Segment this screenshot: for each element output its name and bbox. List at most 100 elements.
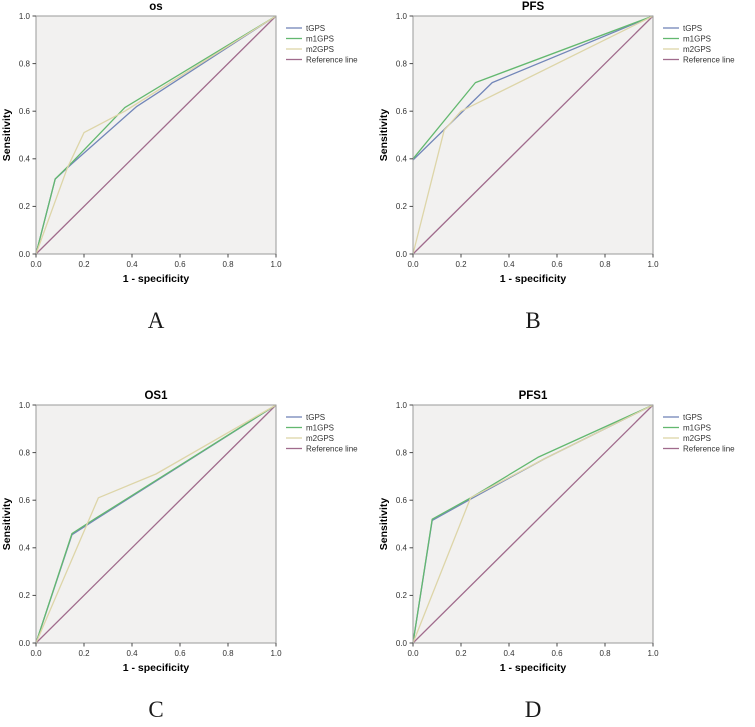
x-tick-label: 0.2 bbox=[78, 649, 90, 658]
y-tick-label: 0.4 bbox=[19, 155, 31, 164]
x-tick-label: 1.0 bbox=[270, 649, 282, 658]
series-line-reference-line bbox=[412, 404, 654, 644]
roc-chart-pfs1: PFS1 0.0 0.2 0.4 0.6 0.8 1.0 0.0 0.2 0.4 0.6 0.8 1.0… bbox=[377, 389, 754, 691]
roc-chart-os: os 0.0 0.2 0.4 0.6 0.8 1.0 0.0 0.2 0.4 0.6 0.8 1.0 1 … bbox=[0, 0, 377, 302]
panel-letter-c: C bbox=[148, 697, 164, 722]
legend-label-reference-line: Reference line bbox=[306, 445, 358, 454]
y-tick-label: 1.0 bbox=[396, 12, 408, 21]
x-tick-label: 0.6 bbox=[551, 649, 563, 658]
plot-frame bbox=[35, 404, 277, 644]
x-tick-label: 0.4 bbox=[126, 649, 138, 658]
series-line-m1gps bbox=[35, 15, 277, 255]
roc-chart-svg: PFS 0.0 0.2 0.4 0.6 0.8 1.0 0.0 0.2 0.4 0.6 0.8 1.0 1… bbox=[378, 1, 735, 285]
x-tick-label: 0.6 bbox=[174, 260, 186, 269]
y-tick-label: 0.2 bbox=[19, 591, 31, 600]
legend-label-m1gps: m1GPS bbox=[683, 424, 711, 433]
roc-chart-pfs: PFS 0.0 0.2 0.4 0.6 0.8 1.0 0.0 0.2 0.4 0.6 0.8 1.0 1… bbox=[377, 0, 754, 302]
series-line-tgps bbox=[412, 15, 654, 161]
series-line-m2gps bbox=[412, 404, 654, 644]
legend-label-tgps: tGPS bbox=[306, 413, 325, 422]
panel-os1: OS1 0.0 0.2 0.4 0.6 0.8 1.0 0.0 0.2 0.4 0.6 0.8 1.0 1… bbox=[0, 363, 377, 727]
y-tick-label: 0.0 bbox=[19, 639, 31, 648]
y-tick-label: 1.0 bbox=[19, 401, 31, 410]
y-tick-label: 0.0 bbox=[396, 639, 408, 648]
x-tick-label: 0.2 bbox=[455, 649, 467, 658]
plot-frame bbox=[412, 404, 654, 644]
y-axis-label: Sensitivity bbox=[378, 109, 390, 162]
panel-pfs1: PFS1 0.0 0.2 0.4 0.6 0.8 1.0 0.0 0.2 0.4 0.6 0.8 1.0… bbox=[377, 363, 755, 727]
x-axis-label: 1 - specificity bbox=[500, 273, 567, 285]
x-tick-label: 0.4 bbox=[126, 260, 138, 269]
x-tick-label: 0.6 bbox=[174, 649, 186, 658]
y-axis-label: Sensitivity bbox=[1, 109, 13, 162]
y-axis-label: Sensitivity bbox=[378, 498, 390, 551]
x-tick-label: 0.8 bbox=[222, 260, 234, 269]
legend-label-tgps: tGPS bbox=[306, 24, 325, 33]
x-tick-label: 0.8 bbox=[599, 260, 611, 269]
panel-pfs: PFS 0.0 0.2 0.4 0.6 0.8 1.0 0.0 0.2 0.4 0.6 0.8 1.0 1… bbox=[377, 0, 755, 363]
legend-label-m2gps: m2GPS bbox=[306, 434, 334, 443]
panel-letter-a: A bbox=[147, 308, 165, 333]
x-tick-label: 0.0 bbox=[407, 649, 419, 658]
x-tick-label: 1.0 bbox=[647, 260, 659, 269]
panel-letter-b: B bbox=[525, 308, 541, 333]
legend-label-tgps: tGPS bbox=[683, 24, 702, 33]
x-tick-label: 0.0 bbox=[407, 260, 419, 269]
y-tick-label: 0.8 bbox=[396, 59, 408, 68]
legend-label-reference-line: Reference line bbox=[683, 445, 735, 454]
legend-label-reference-line: Reference line bbox=[306, 56, 358, 65]
x-tick-label: 0.0 bbox=[30, 649, 42, 658]
y-tick-label: 0.4 bbox=[396, 155, 408, 164]
y-axis-label: Sensitivity bbox=[1, 498, 13, 551]
panel-letter-d: D bbox=[524, 697, 542, 722]
x-axis-label: 1 - specificity bbox=[123, 273, 190, 285]
chart-title: OS1 bbox=[144, 390, 168, 402]
legend-label-reference-line: Reference line bbox=[683, 56, 735, 65]
legend-label-m1gps: m1GPS bbox=[306, 424, 334, 433]
series-line-m2gps bbox=[35, 404, 277, 644]
y-tick-label: 0.0 bbox=[396, 250, 408, 259]
roc-chart-svg: PFS1 0.0 0.2 0.4 0.6 0.8 1.0 0.0 0.2 0.4 0.6 0.8 1.0… bbox=[378, 390, 735, 674]
y-tick-label: 0.0 bbox=[19, 250, 31, 259]
panel-os: os 0.0 0.2 0.4 0.6 0.8 1.0 0.0 0.2 0.4 0.6 0.8 1.0 1 … bbox=[0, 0, 377, 363]
y-tick-label: 0.2 bbox=[396, 591, 408, 600]
legend-label-m2gps: m2GPS bbox=[306, 45, 334, 54]
x-tick-label: 0.4 bbox=[503, 260, 515, 269]
legend-label-m2gps: m2GPS bbox=[683, 434, 711, 443]
y-tick-label: 0.4 bbox=[396, 544, 408, 553]
series-line-reference-line bbox=[412, 15, 654, 255]
y-tick-label: 0.2 bbox=[396, 202, 408, 211]
series-line-m1gps bbox=[412, 15, 654, 160]
legend-label-m2gps: m2GPS bbox=[683, 45, 711, 54]
x-axis-label: 1 - specificity bbox=[500, 662, 567, 674]
x-axis-label: 1 - specificity bbox=[123, 662, 190, 674]
series-line-m2gps bbox=[35, 15, 277, 255]
y-tick-label: 0.8 bbox=[19, 448, 31, 457]
series-line-reference-line bbox=[35, 15, 277, 255]
y-tick-label: 0.6 bbox=[19, 496, 31, 505]
legend-label-tgps: tGPS bbox=[683, 413, 702, 422]
y-tick-label: 0.8 bbox=[19, 59, 31, 68]
x-tick-label: 0.2 bbox=[455, 260, 467, 269]
x-tick-label: 0.8 bbox=[599, 649, 611, 658]
legend-label-m1gps: m1GPS bbox=[306, 35, 334, 44]
legend-label-m1gps: m1GPS bbox=[683, 35, 711, 44]
chart-title: PFS bbox=[522, 1, 545, 13]
series-line-m2gps bbox=[412, 15, 654, 255]
x-tick-label: 0.6 bbox=[551, 260, 563, 269]
x-tick-label: 0.0 bbox=[30, 260, 42, 269]
y-tick-label: 0.2 bbox=[19, 202, 31, 211]
x-tick-label: 0.8 bbox=[222, 649, 234, 658]
roc-chart-os1: OS1 0.0 0.2 0.4 0.6 0.8 1.0 0.0 0.2 0.4 0.6 0.8 1.0 1… bbox=[0, 389, 377, 691]
y-tick-label: 0.6 bbox=[19, 107, 31, 116]
chart-title: PFS1 bbox=[519, 390, 548, 402]
plot-frame bbox=[35, 15, 277, 255]
y-tick-label: 0.6 bbox=[396, 496, 408, 505]
x-tick-label: 0.2 bbox=[78, 260, 90, 269]
y-tick-label: 1.0 bbox=[19, 12, 31, 21]
x-tick-label: 1.0 bbox=[270, 260, 282, 269]
plot-frame bbox=[412, 15, 654, 255]
series-line-reference-line bbox=[35, 404, 277, 644]
x-tick-label: 1.0 bbox=[647, 649, 659, 658]
